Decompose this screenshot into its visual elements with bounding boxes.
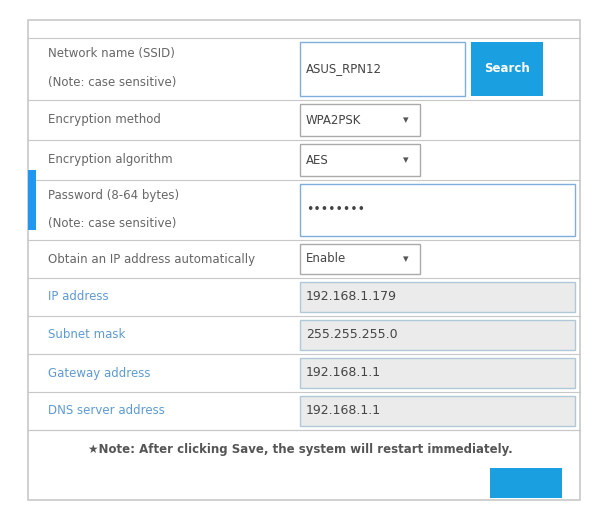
Text: Network name (SSID): Network name (SSID) <box>48 47 175 60</box>
Bar <box>300 244 420 274</box>
Text: (Note: case sensitive): (Note: case sensitive) <box>48 216 176 230</box>
Text: Encryption method: Encryption method <box>48 113 161 127</box>
Text: Encryption algorithm: Encryption algorithm <box>48 153 173 167</box>
Text: 255.255.255.0: 255.255.255.0 <box>306 328 398 342</box>
Text: (Note: case sensitive): (Note: case sensitive) <box>48 76 176 89</box>
Bar <box>300 144 420 176</box>
Bar <box>300 42 465 96</box>
Text: Password (8-64 bytes): Password (8-64 bytes) <box>48 188 179 202</box>
Bar <box>300 104 420 136</box>
Bar <box>300 358 575 388</box>
Text: ▾: ▾ <box>403 115 409 125</box>
Text: 192.168.1.179: 192.168.1.179 <box>306 290 397 304</box>
Bar <box>490 468 562 498</box>
Bar <box>300 396 575 426</box>
Text: IP address: IP address <box>48 290 109 304</box>
Bar <box>300 282 575 312</box>
Text: AES: AES <box>306 153 329 167</box>
Text: ★Note: After clicking Save, the system will restart immediately.: ★Note: After clicking Save, the system w… <box>88 444 512 457</box>
Text: Save: Save <box>509 477 543 489</box>
Bar <box>300 184 575 236</box>
Text: 192.168.1.1: 192.168.1.1 <box>306 404 381 418</box>
Text: ••••••••: •••••••• <box>306 204 365 216</box>
Text: Enable: Enable <box>306 252 346 266</box>
Text: ▾: ▾ <box>403 254 409 264</box>
Bar <box>471 42 543 96</box>
Text: DNS server address: DNS server address <box>48 404 165 418</box>
Text: 192.168.1.1: 192.168.1.1 <box>306 366 381 380</box>
Text: ▾: ▾ <box>403 155 409 165</box>
Text: Obtain an IP address automatically: Obtain an IP address automatically <box>48 252 255 266</box>
Bar <box>300 320 575 350</box>
Text: Gateway address: Gateway address <box>48 366 151 380</box>
Bar <box>28 170 36 230</box>
Text: Subnet mask: Subnet mask <box>48 328 125 342</box>
Text: ASUS_RPN12: ASUS_RPN12 <box>306 63 382 75</box>
Text: Search: Search <box>484 63 530 75</box>
Text: WPA2PSK: WPA2PSK <box>306 113 361 127</box>
